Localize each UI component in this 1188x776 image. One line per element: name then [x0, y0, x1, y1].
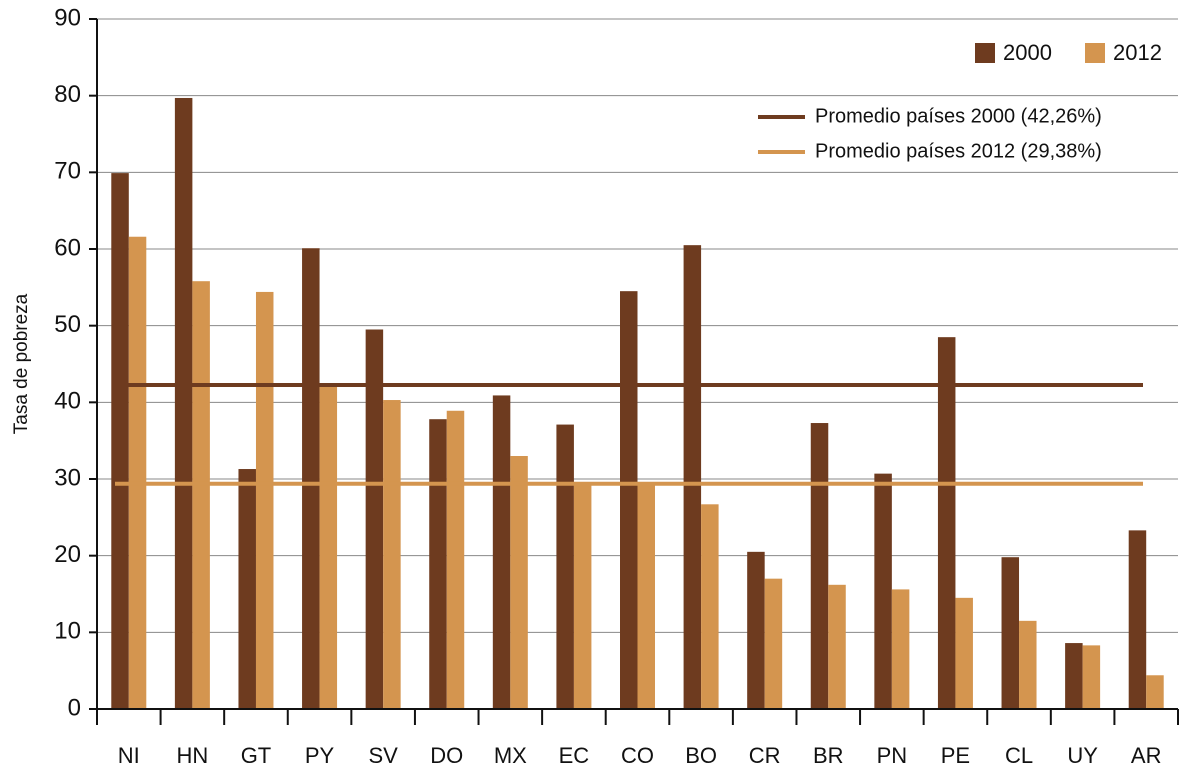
x-tick-label: PE	[941, 743, 970, 768]
x-tick-label: DO	[430, 743, 463, 768]
x-tick-label: CO	[621, 743, 654, 768]
bar	[429, 419, 447, 709]
x-tick-label: BO	[685, 743, 717, 768]
bar	[683, 245, 702, 709]
legend-swatch	[1085, 43, 1105, 63]
legend-label: 2012	[1113, 40, 1162, 65]
bar	[874, 473, 892, 709]
y-tick-label: 70	[54, 158, 81, 185]
legend-label: 2000	[1003, 40, 1052, 65]
bar	[955, 597, 973, 709]
bar	[573, 482, 592, 709]
bar	[556, 424, 574, 709]
x-tick-label: SV	[368, 743, 398, 768]
y-tick-label: 50	[54, 311, 81, 338]
bar	[620, 291, 638, 709]
bar	[747, 551, 765, 709]
x-tick-label: NI	[118, 743, 140, 768]
y-tick-label: 40	[54, 388, 81, 415]
bar	[1082, 645, 1101, 709]
bar	[810, 423, 829, 709]
bar	[1001, 557, 1020, 709]
bar	[255, 291, 274, 709]
bar	[319, 383, 338, 709]
bar	[365, 329, 384, 709]
y-tick-label: 80	[54, 81, 81, 108]
y-axis-label: Tasa de pobreza	[11, 293, 32, 434]
x-tick-label: PN	[877, 743, 908, 768]
x-tick-label: UY	[1067, 743, 1098, 768]
bar	[1146, 675, 1164, 709]
y-tick-label: 30	[54, 464, 81, 491]
legend-swatch	[975, 43, 995, 63]
x-tick-label: EC	[559, 743, 590, 768]
bar	[446, 410, 465, 709]
bar	[492, 395, 511, 709]
bar	[238, 469, 256, 709]
bar	[701, 504, 719, 709]
bar	[302, 248, 320, 709]
bar	[1019, 620, 1037, 709]
x-tick-label: GT	[241, 743, 272, 768]
bar	[937, 337, 956, 709]
y-tick-label: 10	[54, 618, 81, 645]
y-tick-label: 20	[54, 541, 81, 568]
x-tick-label: CL	[1005, 743, 1033, 768]
x-tick-label: PY	[305, 743, 335, 768]
y-tick-label: 60	[54, 234, 81, 261]
legend-label: Promedio países 2000 (42,26%)	[815, 105, 1102, 127]
bar	[128, 236, 147, 709]
bar	[637, 483, 655, 709]
bar	[111, 173, 129, 710]
bar	[1065, 643, 1083, 709]
y-tick-label: 90	[54, 4, 81, 31]
bar	[510, 456, 528, 709]
bar	[174, 97, 193, 709]
bar	[1128, 530, 1147, 709]
x-tick-label: AR	[1131, 743, 1162, 768]
y-tick-label: 0	[68, 694, 81, 721]
bar	[192, 281, 210, 709]
bar	[891, 589, 910, 709]
x-tick-label: CR	[749, 743, 781, 768]
x-tick-label: HN	[176, 743, 208, 768]
bar	[383, 400, 401, 709]
bar	[828, 584, 846, 709]
legend-label: Promedio países 2012 (29,38%)	[815, 140, 1102, 162]
x-tick-label: BR	[813, 743, 844, 768]
bar	[764, 578, 783, 709]
x-tick-label: MX	[494, 743, 527, 768]
